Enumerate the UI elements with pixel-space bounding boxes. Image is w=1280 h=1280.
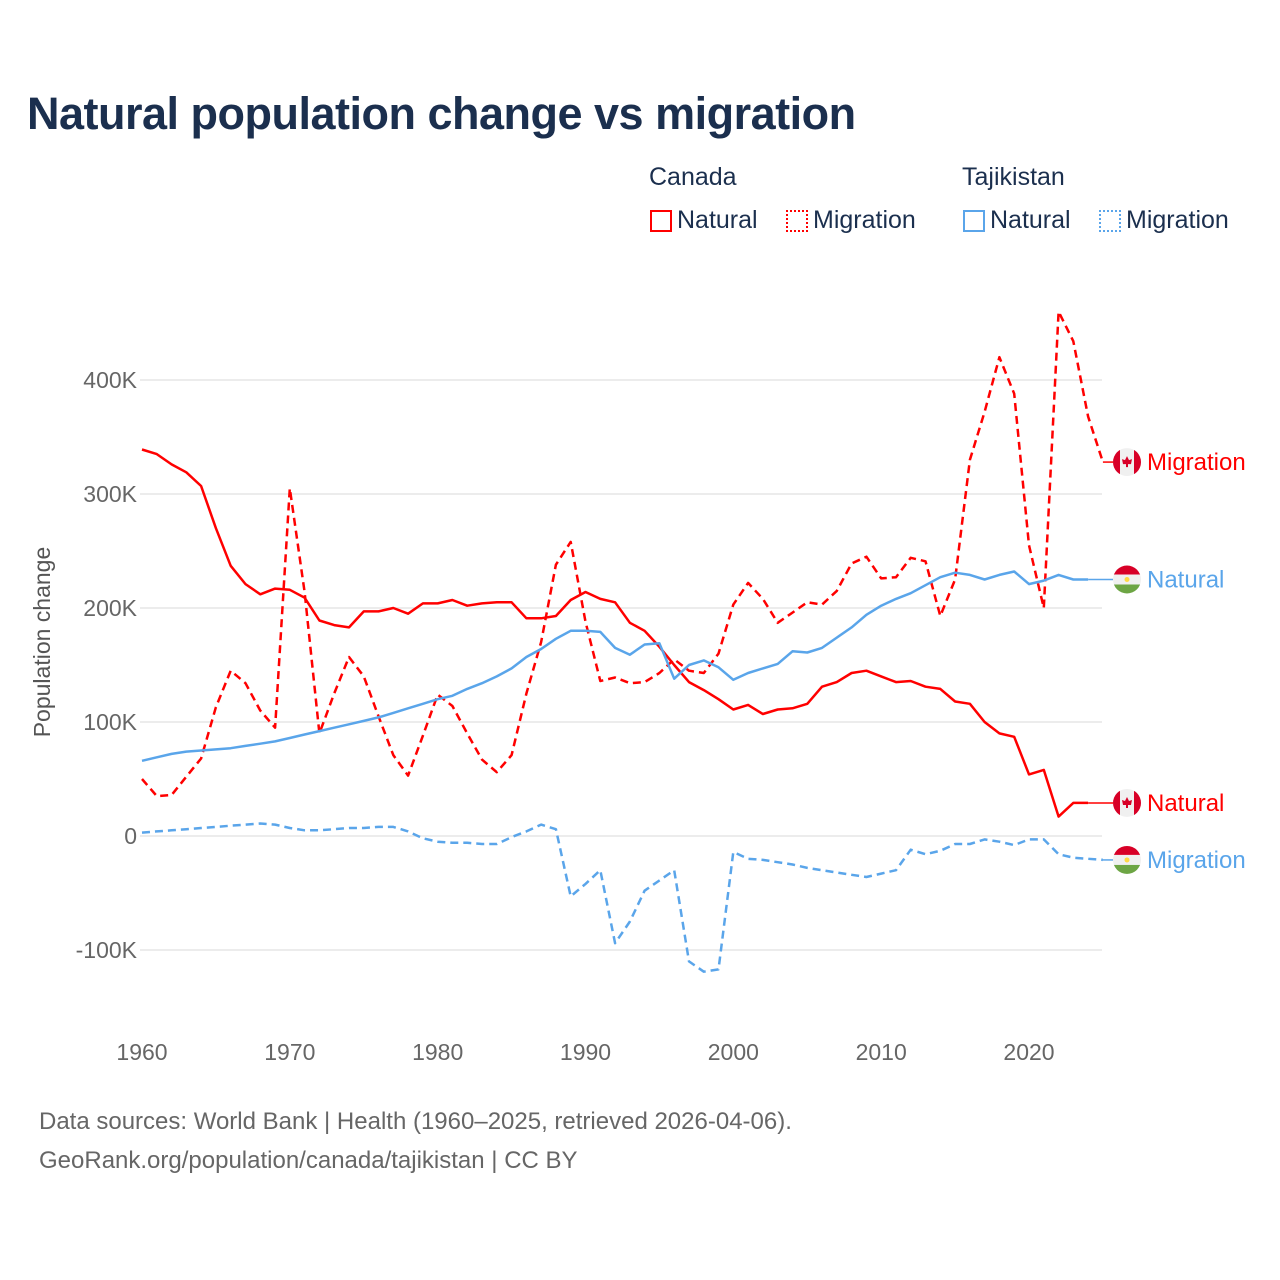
series-line-canada-natural xyxy=(141,448,1089,818)
maple-leaf-icon xyxy=(1122,456,1132,468)
legend-label: Migration xyxy=(1126,206,1229,234)
legend-swatch-dotted-blue xyxy=(1099,209,1121,232)
series-end-label: Migration xyxy=(1147,847,1246,874)
legend-canada-natural[interactable]: Natural xyxy=(650,206,758,235)
flag-red-stripe xyxy=(1113,565,1141,575)
flag-red-right xyxy=(1134,448,1141,477)
series-line-tajikistan-natural xyxy=(141,570,1089,763)
x-tick-label: 2010 xyxy=(856,1039,907,1065)
series-line-tajikistan-migration xyxy=(141,822,1103,973)
legend-swatch-dotted-red xyxy=(786,209,808,232)
crown-icon xyxy=(1124,577,1130,582)
legend-tajikistan-migration[interactable]: Migration xyxy=(1099,206,1229,235)
x-tick-label: 2000 xyxy=(708,1039,759,1065)
tajikistan-flag-icon xyxy=(1113,565,1141,594)
y-tick-label: -100K xyxy=(76,937,138,963)
flag-body xyxy=(1113,565,1141,594)
x-tick-label: 1990 xyxy=(560,1039,611,1065)
flag-red-stripe xyxy=(1113,845,1141,855)
maple-leaf-icon xyxy=(1122,796,1132,808)
legend-label: Natural xyxy=(990,206,1071,234)
canada-flag-icon xyxy=(1113,448,1141,477)
y-axis-label: Population change xyxy=(29,547,55,738)
legend-swatch-solid-red xyxy=(650,209,672,232)
flag-red-left xyxy=(1113,448,1120,477)
legend-group-tajikistan: Tajikistan xyxy=(962,163,1065,191)
legend-tajikistan-natural[interactable]: Natural xyxy=(963,206,1071,235)
flag-green-stripe xyxy=(1113,864,1141,874)
series-line-canada-migration xyxy=(141,310,1105,798)
x-tick-label: 2020 xyxy=(1003,1039,1054,1065)
flag-body xyxy=(1113,845,1141,874)
flag-red-left xyxy=(1113,788,1120,817)
legend-canada-migration[interactable]: Migration xyxy=(786,206,916,235)
series-end-label: Natural xyxy=(1147,567,1224,594)
legend-group-canada: Canada xyxy=(649,163,737,191)
x-tick-label: 1980 xyxy=(412,1039,463,1065)
legend-label: Natural xyxy=(677,206,758,234)
legend-swatch-solid-blue xyxy=(963,209,985,232)
y-tick-label: 100K xyxy=(83,709,137,735)
flag-green-stripe xyxy=(1113,584,1141,594)
legend-label: Migration xyxy=(813,206,916,234)
y-tick-label: 200K xyxy=(83,595,137,621)
data-source-note: Data sources: World Bank | Health (1960–… xyxy=(39,1108,792,1135)
series-end-label: Migration xyxy=(1147,449,1246,476)
y-tick-label: 300K xyxy=(83,481,137,507)
y-tick-label: 0 xyxy=(124,823,137,849)
y-tick-label: 400K xyxy=(83,367,137,393)
series-end-label: Natural xyxy=(1147,790,1224,817)
x-tick-label: 1960 xyxy=(116,1039,167,1065)
attribution-link[interactable]: GeoRank.org/population/canada/tajikistan… xyxy=(39,1147,578,1174)
flag-body xyxy=(1113,788,1141,817)
tajikistan-flag-icon xyxy=(1113,845,1141,874)
flag-body xyxy=(1113,448,1141,477)
flag-red-right xyxy=(1134,788,1141,817)
canada-flag-icon xyxy=(1113,788,1141,817)
x-tick-label: 1970 xyxy=(264,1039,315,1065)
chart-title: Natural population change vs migration xyxy=(27,88,856,139)
crown-icon xyxy=(1124,857,1130,863)
